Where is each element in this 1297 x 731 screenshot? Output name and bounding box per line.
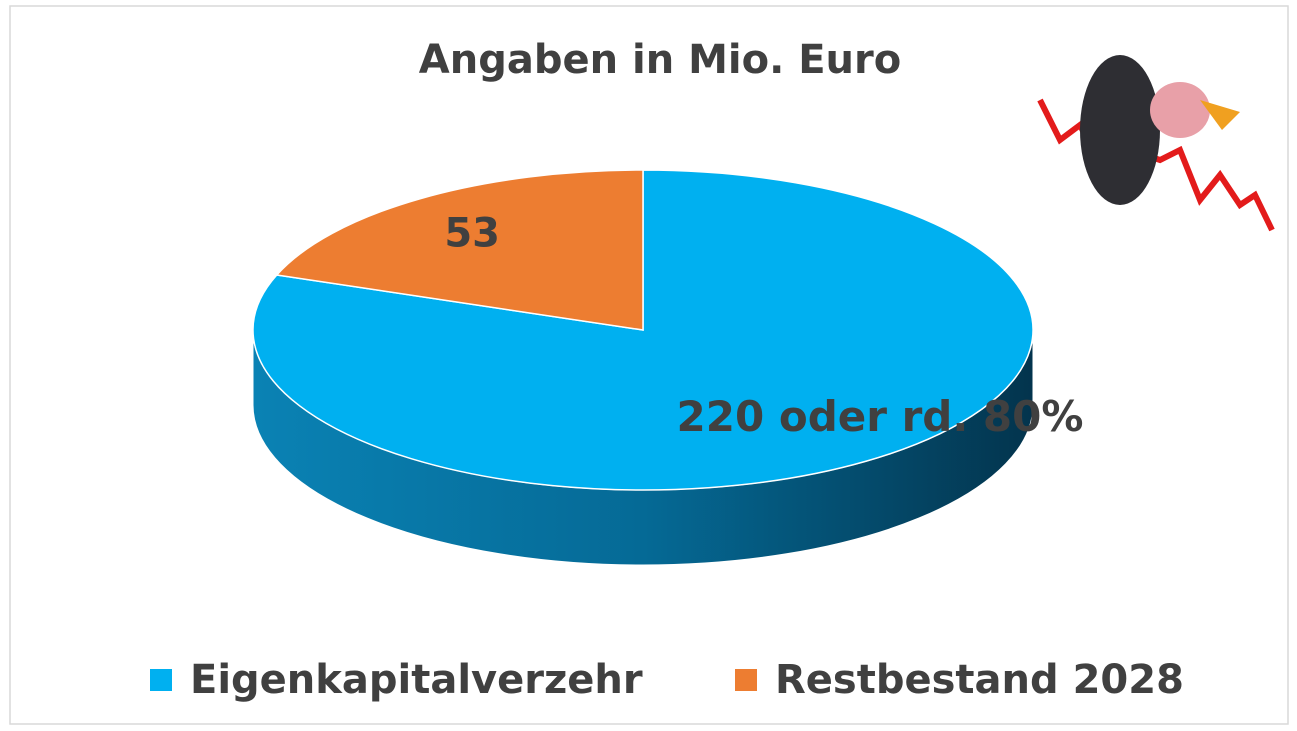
decoration-head [1150, 82, 1210, 138]
decoration-beak [1200, 100, 1240, 130]
data-label: 220 oder rd. 80% [677, 392, 1084, 441]
chart-title: Angaben in Mio. Euro [419, 37, 901, 83]
decoration [1037, 55, 1275, 232]
decoration-bird [1080, 55, 1160, 205]
legend-label: Eigenkapitalverzehr [190, 657, 643, 703]
data-label: 53 [444, 211, 500, 257]
legend-label: Restbestand 2028 [775, 657, 1184, 703]
legend-swatch [735, 669, 757, 691]
slice [275, 169, 644, 331]
decoration-line [1037, 98, 1275, 232]
legend-swatch [150, 669, 172, 691]
